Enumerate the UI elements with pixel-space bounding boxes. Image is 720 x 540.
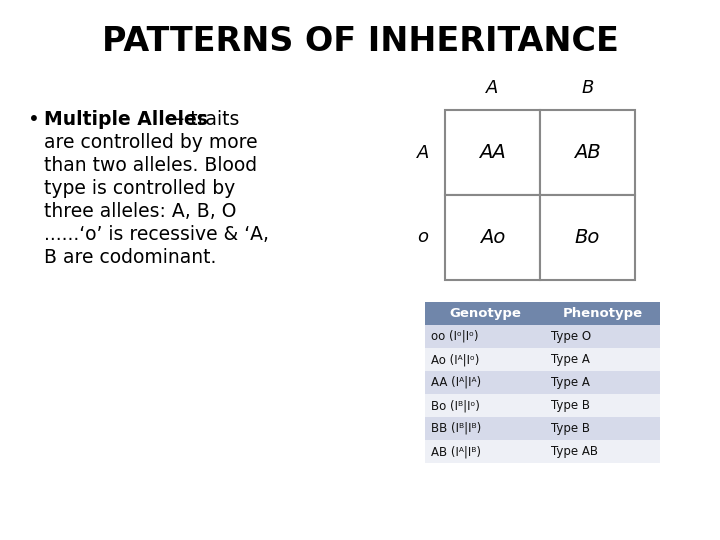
Bar [425,417,545,440]
Text: three alleles: A, B, O: three alleles: A, B, O [44,202,236,221]
Text: Multiple Alleles: Multiple Alleles [44,110,208,129]
Bar [545,325,660,348]
Text: BB (Iᴮ|Iᴮ): BB (Iᴮ|Iᴮ) [431,422,481,435]
Text: than two alleles. Blood: than two alleles. Blood [44,156,257,175]
Text: Type B: Type B [551,399,590,412]
Bar [545,348,660,371]
Text: Type AB: Type AB [551,445,598,458]
Text: AA (Iᴬ|Iᴬ): AA (Iᴬ|Iᴬ) [431,376,481,389]
Text: AB (Iᴬ|Iᴮ): AB (Iᴬ|Iᴮ) [431,445,481,458]
Text: B are codominant.: B are codominant. [44,248,217,267]
Bar [425,325,545,348]
Bar [545,302,660,325]
Bar [445,110,540,195]
Text: Type A: Type A [551,376,590,389]
Text: A: A [486,79,499,97]
Text: Phenotype: Phenotype [562,307,642,320]
Text: Bo: Bo [575,228,600,247]
Text: Ao (Iᴬ|Iᵒ): Ao (Iᴬ|Iᵒ) [431,353,480,366]
Text: Genotype: Genotype [449,307,521,320]
Bar [545,394,660,417]
Bar [425,371,545,394]
Bar [425,302,545,325]
Text: AB: AB [574,143,601,162]
Bar [545,417,660,440]
Text: Ao: Ao [480,228,505,247]
Bar [445,195,540,280]
Bar [425,348,545,371]
Text: AA: AA [479,143,506,162]
Text: Type O: Type O [551,330,591,343]
Bar [425,440,545,463]
Text: o: o [418,228,428,246]
Text: A: A [417,144,429,161]
Text: PATTERNS OF INHERITANCE: PATTERNS OF INHERITANCE [102,25,618,58]
Text: •: • [28,110,40,129]
Text: Type B: Type B [551,422,590,435]
Text: oo (Iᵒ|Iᵒ): oo (Iᵒ|Iᵒ) [431,330,479,343]
Bar [540,110,635,195]
Bar [425,394,545,417]
Text: ......‘o’ is recessive & ‘A,: ......‘o’ is recessive & ‘A, [44,225,269,244]
Bar [545,371,660,394]
Text: – traits: – traits [168,110,239,129]
Text: type is controlled by: type is controlled by [44,179,235,198]
Bar [545,440,660,463]
Text: Type A: Type A [551,353,590,366]
Text: B: B [581,79,594,97]
Bar [540,195,635,280]
Text: Bo (Iᴮ|Iᵒ): Bo (Iᴮ|Iᵒ) [431,399,480,412]
Text: are controlled by more: are controlled by more [44,133,258,152]
